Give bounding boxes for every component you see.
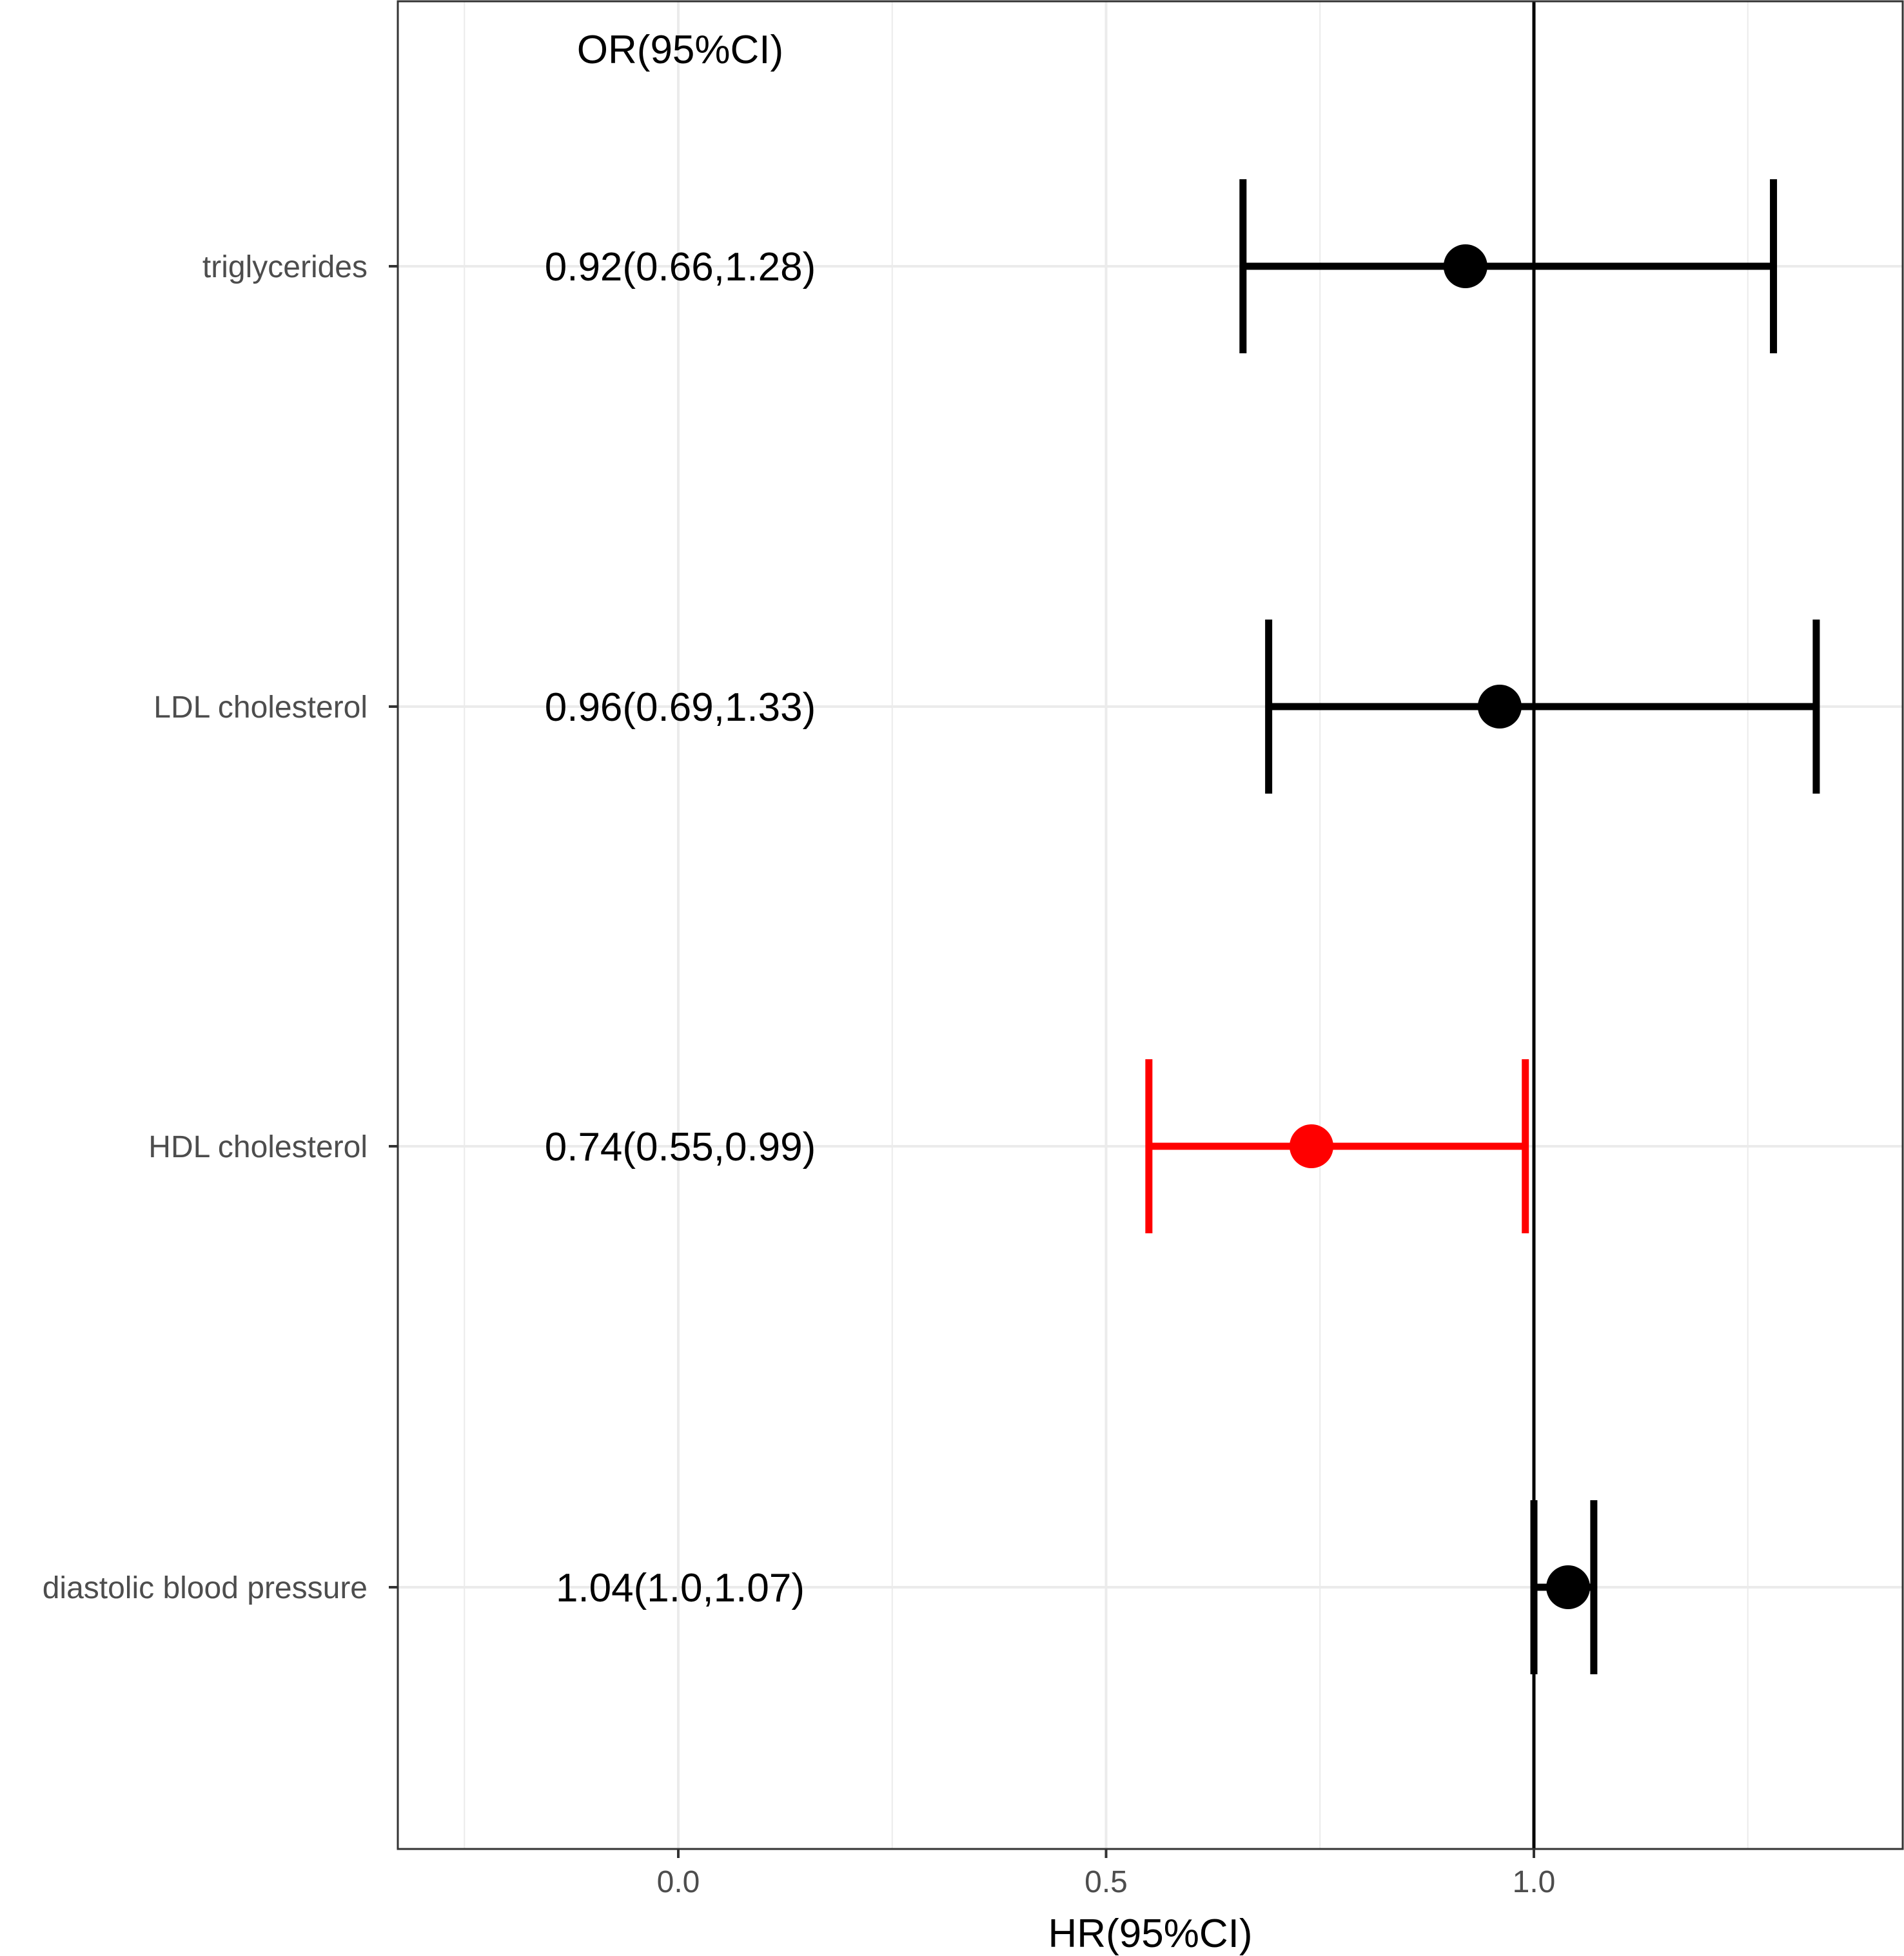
x-axis-tick-label: 0.0 xyxy=(657,1865,700,1899)
estimate-point xyxy=(1546,1565,1591,1609)
estimate-point xyxy=(1289,1124,1333,1168)
estimate-annotation: 0.96(0.69,1.33) xyxy=(545,685,816,730)
estimate-annotation: 0.92(0.66,1.28) xyxy=(545,245,816,289)
marks-layer: 0.92(0.66,1.28) 0.96(0.69,1.33) 0.74(0.55,… xyxy=(545,179,1820,1674)
axis-layer: triglycerides LDL cholesterol HDL choleste… xyxy=(43,250,1556,1899)
column-header: OR(95%CI) xyxy=(577,28,783,72)
y-axis-label: HDL cholesterol xyxy=(148,1130,368,1164)
x-axis-tick-label: 1.0 xyxy=(1513,1865,1556,1899)
panel-border xyxy=(397,0,1904,1850)
x-axis-title: HR(95%CI) xyxy=(1048,1912,1253,1956)
estimate-annotation: 1.04(1.0,1.07) xyxy=(556,1566,805,1610)
x-axis-tick-label: 0.5 xyxy=(1084,1865,1128,1899)
y-axis-label: triglycerides xyxy=(202,250,368,284)
y-axis-label: diastolic blood pressure xyxy=(43,1571,368,1605)
estimate-point xyxy=(1477,685,1522,729)
estimate-annotation: 0.74(0.55,0.99) xyxy=(545,1125,816,1169)
y-axis-label: LDL cholesterol xyxy=(153,690,368,725)
estimate-point xyxy=(1443,244,1487,288)
